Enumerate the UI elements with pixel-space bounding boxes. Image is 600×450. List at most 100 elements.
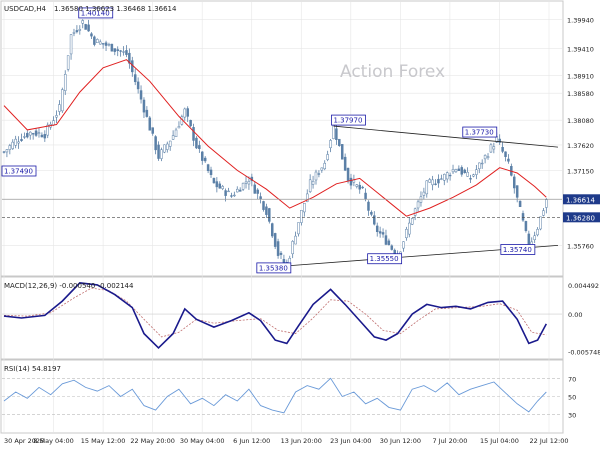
candle-body bbox=[113, 48, 117, 52]
macd-y-tick-label: -0.005748 bbox=[568, 348, 600, 356]
candle-body bbox=[104, 42, 108, 46]
candle-body bbox=[26, 132, 29, 138]
candle-body bbox=[320, 167, 324, 171]
y-tick-label: 1.37620 bbox=[567, 142, 594, 150]
candle-body bbox=[460, 167, 464, 175]
candle-body bbox=[518, 200, 522, 207]
candle-body bbox=[375, 225, 379, 232]
main-panel-frame bbox=[0, 0, 564, 277]
trendline-upper bbox=[333, 125, 559, 148]
candle-body bbox=[475, 169, 478, 175]
candle-body bbox=[20, 139, 23, 141]
candle-body bbox=[37, 132, 41, 134]
annotation-box bbox=[78, 7, 114, 19]
candle-body bbox=[221, 186, 224, 189]
candle-body bbox=[381, 232, 385, 235]
level-price-tag bbox=[563, 212, 600, 223]
candle-body bbox=[358, 184, 361, 190]
candle-body bbox=[300, 209, 303, 223]
rsi-y-tick-label: 70 bbox=[568, 375, 576, 383]
annotation-label: 1.37490 bbox=[4, 167, 33, 175]
candle-body bbox=[142, 99, 146, 113]
candle-body bbox=[314, 171, 318, 181]
candle-body bbox=[160, 149, 163, 159]
candle-body bbox=[265, 206, 268, 215]
candle-body bbox=[192, 127, 195, 141]
candle-body bbox=[107, 44, 111, 46]
current-price-tag bbox=[563, 194, 600, 205]
candle-body bbox=[224, 190, 227, 196]
candle-body bbox=[402, 241, 405, 249]
candle-body bbox=[93, 36, 96, 45]
x-tick-label: 7 Jul 20:00 bbox=[432, 437, 467, 445]
candle-body bbox=[262, 201, 265, 210]
candle-body bbox=[521, 213, 525, 221]
candle-body bbox=[201, 151, 204, 161]
candle-body bbox=[524, 221, 528, 231]
candle-body bbox=[326, 154, 329, 160]
x-tick-label: 30 May 04:00 bbox=[180, 437, 225, 445]
candle-body bbox=[413, 208, 417, 216]
candle-body bbox=[463, 169, 466, 174]
candle-body bbox=[236, 188, 239, 193]
candle-body bbox=[367, 201, 370, 211]
annotation-box bbox=[331, 114, 366, 126]
candle-body bbox=[454, 169, 458, 173]
candle-body bbox=[227, 190, 230, 193]
candle-body bbox=[63, 74, 67, 91]
candle-body bbox=[125, 50, 128, 55]
candle-body bbox=[136, 81, 140, 90]
candle-body bbox=[183, 108, 187, 118]
candle-body bbox=[480, 162, 484, 165]
candle-body bbox=[440, 178, 443, 180]
candle-body bbox=[116, 49, 119, 52]
candle-body bbox=[335, 128, 338, 140]
candle-body bbox=[28, 131, 32, 136]
candle-body bbox=[507, 158, 510, 162]
rsi-y-tick-label: 30 bbox=[568, 412, 576, 420]
candle-body bbox=[75, 30, 79, 33]
candle-body bbox=[410, 218, 414, 225]
annotation-label: 1.37970 bbox=[333, 117, 362, 125]
candle-body bbox=[133, 74, 137, 83]
candle-body bbox=[98, 41, 102, 45]
candle-body bbox=[498, 138, 501, 143]
candle-body bbox=[378, 231, 382, 234]
candle-body bbox=[489, 144, 493, 153]
candle-body bbox=[332, 124, 335, 139]
x-tick-label: 13 Jun 20:00 bbox=[281, 437, 322, 445]
annotation-box bbox=[462, 126, 498, 138]
annotation-label: 1.37730 bbox=[465, 129, 494, 137]
x-tick-label: 30 Apr 2025 bbox=[4, 437, 44, 445]
candle-body bbox=[212, 177, 216, 184]
y-tick-label: 1.38080 bbox=[567, 117, 594, 125]
chart-symbol: USDCAD,H4 bbox=[4, 5, 47, 13]
x-tick-label: 22 Jul 12:00 bbox=[530, 437, 569, 445]
candle-body bbox=[148, 117, 152, 131]
candle-body bbox=[46, 124, 49, 136]
moving-average-line bbox=[3, 59, 547, 217]
horizontal-levels bbox=[2, 198, 562, 218]
candle-body bbox=[271, 223, 274, 237]
y-tick-label: 1.38910 bbox=[567, 72, 594, 80]
candle-body bbox=[69, 34, 73, 55]
candle-body bbox=[81, 20, 84, 24]
candle-body bbox=[61, 89, 64, 112]
candle-body bbox=[390, 245, 394, 250]
candle-body bbox=[472, 174, 475, 177]
y-tick-label: 1.36280 bbox=[566, 214, 595, 222]
candle-body bbox=[387, 240, 391, 245]
candle-body bbox=[513, 176, 516, 189]
annotation-box bbox=[500, 244, 536, 255]
candle-body bbox=[139, 90, 143, 100]
candle-body bbox=[154, 136, 157, 151]
candle-body bbox=[253, 184, 257, 194]
candle-body bbox=[478, 162, 481, 170]
candle-body bbox=[215, 181, 219, 188]
rsi-panel-frame bbox=[0, 359, 564, 434]
y-tick-label: 1.36614 bbox=[566, 196, 595, 204]
candle-body bbox=[294, 235, 297, 245]
candle-body bbox=[305, 193, 309, 202]
candle-body bbox=[151, 127, 154, 134]
